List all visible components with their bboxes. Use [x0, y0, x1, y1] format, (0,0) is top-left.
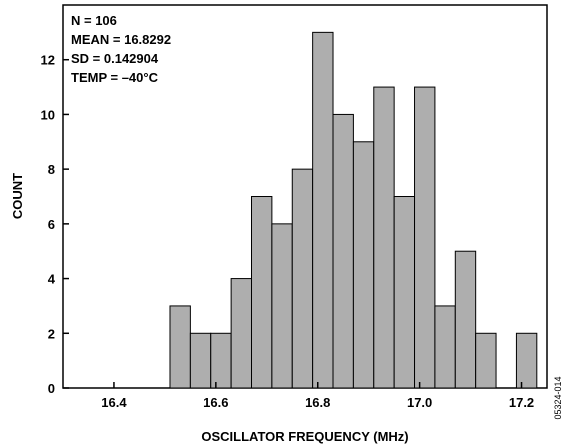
x-tick-label: 16.6 — [203, 395, 228, 410]
y-tick-label: 12 — [41, 53, 55, 68]
x-tick-label: 16.4 — [101, 395, 127, 410]
y-tick-label: 10 — [41, 107, 55, 122]
x-tick-label: 17.2 — [509, 395, 534, 410]
histogram-bar — [251, 196, 273, 389]
y-tick-label: 0 — [48, 381, 55, 396]
y-tick-label: 6 — [48, 217, 55, 232]
histogram-bar — [291, 168, 314, 389]
histogram-bar — [230, 278, 253, 389]
annotation-temp: TEMP = –40°C — [71, 70, 159, 85]
histogram-bar — [189, 332, 212, 389]
x-axis-ticks: 16.4 16.6 16.8 17.0 17.2 — [101, 382, 534, 410]
x-axis-label: OSCILLATOR FREQUENCY (MHz) — [201, 429, 408, 444]
y-tick-label: 4 — [48, 272, 56, 287]
annotation-sd: SD = 0.142904 — [71, 51, 159, 66]
histogram-bar — [414, 86, 436, 389]
bar-group — [169, 31, 538, 389]
histogram-bar — [434, 305, 456, 389]
histogram-bar — [515, 332, 538, 389]
histogram-bar — [271, 223, 293, 389]
histogram-bar — [332, 113, 354, 389]
annotation-mean: MEAN = 16.8292 — [71, 32, 171, 47]
histogram-bar — [475, 332, 497, 389]
y-tick-label: 8 — [48, 162, 55, 177]
histogram-bar — [393, 196, 416, 389]
annotation-n: N = 106 — [71, 13, 117, 28]
histogram-bar — [454, 250, 477, 389]
histogram-bar — [210, 332, 232, 389]
histogram-bar — [312, 31, 334, 389]
histogram-bar — [373, 86, 395, 389]
y-axis-ticks: 0 2 4 6 8 10 12 — [41, 53, 69, 396]
y-tick-label: 2 — [48, 326, 55, 341]
y-axis-label: COUNT — [10, 173, 25, 219]
histogram-bar — [169, 305, 191, 389]
figure-id: 05324-014 — [553, 376, 563, 419]
x-tick-label: 16.8 — [305, 395, 330, 410]
histogram-bar — [352, 141, 375, 389]
x-tick-label: 17.0 — [407, 395, 432, 410]
